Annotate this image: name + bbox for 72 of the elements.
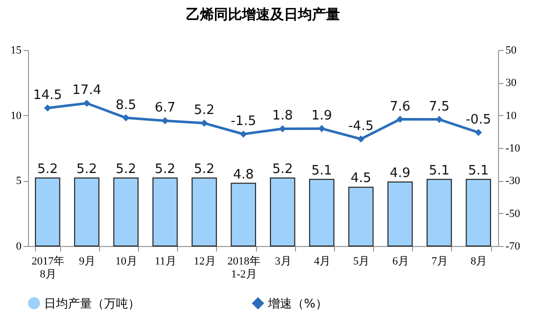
data-label: -1.5: [230, 114, 256, 130]
x-tick-label: 10月: [115, 256, 138, 268]
x-tick-label: 9月: [79, 256, 96, 268]
bar: [466, 178, 492, 246]
data-label: 5.2: [76, 162, 98, 178]
point: [474, 128, 482, 136]
data-label: 4.5: [350, 171, 372, 186]
y2-tick-label: -10: [506, 142, 521, 154]
bar: [152, 178, 178, 246]
y2-tick-label: 30: [506, 77, 517, 90]
data-label: 5.2: [194, 103, 215, 118]
point: [357, 135, 364, 143]
y-tick-label: 15: [10, 44, 22, 56]
point: [436, 116, 443, 123]
data-label: 5.2: [116, 162, 136, 178]
data-label: 6.7: [154, 100, 176, 116]
data-label: 1.9: [311, 108, 332, 124]
bar: [348, 186, 374, 246]
data-label: 1.8: [272, 108, 293, 124]
bar: [74, 178, 100, 246]
data-label: 14.5: [33, 88, 62, 103]
x-tick-label: 4月: [314, 256, 330, 268]
bar: [387, 181, 413, 246]
point: [200, 120, 208, 127]
legend-label: 日均产量（万吨）: [44, 296, 140, 310]
x-tick-label: 5月: [353, 256, 370, 268]
chart-title: 乙烯同比增速及日均产量: [186, 6, 340, 23]
x-tick-label: 2017年 8月: [32, 256, 65, 280]
data-label: -4.5: [348, 119, 374, 134]
point: [83, 100, 90, 107]
bar: [270, 178, 296, 246]
bar: [230, 182, 256, 246]
bar: [309, 178, 334, 246]
data-label: 7.6: [390, 99, 410, 114]
data-label: 5.2: [194, 162, 215, 178]
y2-tick-label: -50: [506, 208, 521, 220]
data-label: 7.5: [428, 99, 450, 114]
y2-tick-label: -70: [506, 240, 521, 252]
x-tick-label: 12月: [194, 256, 216, 268]
bar: [34, 178, 60, 246]
x-tick-label: 7月: [432, 256, 448, 268]
point: [44, 104, 52, 112]
data-label: 5.1: [311, 163, 332, 178]
y-tick-label: 0: [16, 240, 22, 252]
data-label: 5.1: [428, 163, 450, 178]
y2-tick-label: -30: [506, 175, 521, 188]
x-tick-label: 6月: [392, 256, 409, 268]
data-label: 17.4: [72, 83, 102, 98]
data-label: 5.2: [154, 162, 176, 178]
data-label: 5.1: [468, 163, 489, 178]
bar: [192, 178, 217, 246]
point: [240, 130, 247, 138]
point: [162, 117, 169, 124]
bar: [113, 178, 139, 246]
point: [318, 125, 326, 132]
y2-tick-label: 50: [506, 44, 517, 56]
data-label: 4.8: [233, 167, 254, 182]
data-label: -0.5: [466, 112, 492, 128]
x-tick-label: 8月: [470, 256, 488, 268]
data-label: 8.5: [116, 98, 136, 113]
data-label: 4.9: [390, 166, 410, 181]
x-tick-label: 3月: [274, 256, 292, 268]
point: [122, 114, 130, 122]
y-tick-label: 10: [10, 110, 22, 122]
y-tick-label: 5: [16, 175, 22, 188]
data-label: 5.2: [272, 162, 293, 178]
legend-label: 增速（%）: [267, 296, 328, 310]
x-tick-label: 11月: [154, 256, 176, 268]
x-tick-label: 2018年 1-2月: [227, 256, 260, 280]
y2-tick-label: 10: [506, 110, 517, 122]
data-label: 5.2: [37, 162, 58, 178]
bar: [426, 178, 452, 246]
